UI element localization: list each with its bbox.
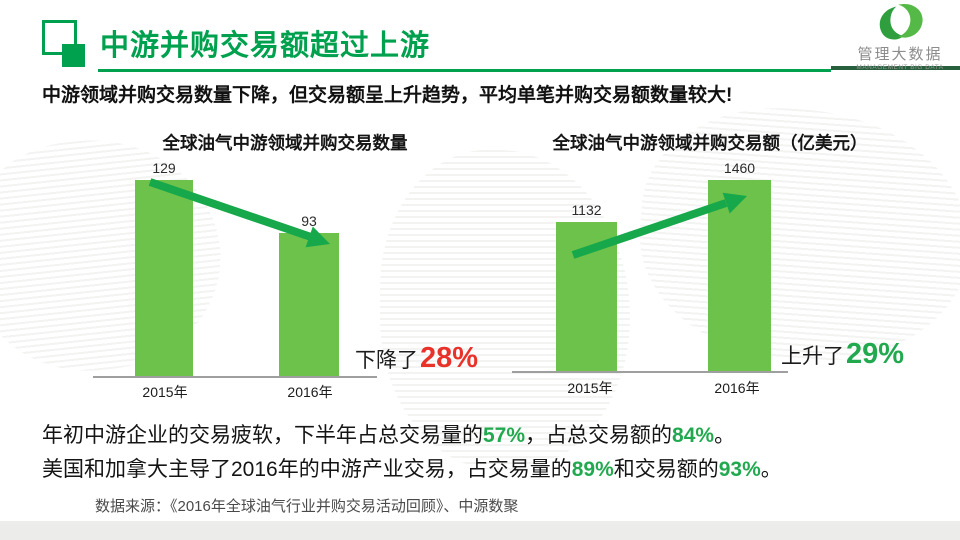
chart-deal-count: 全球油气中游领域并购交易数量 129 93 2015年 2016年 下降了 28… (90, 130, 480, 410)
note-line-2: 美国和加拿大主导了2016年的中游产业交易，占交易量的89%和交易额的93%。 (42, 453, 782, 487)
bar-group-2015: 1132 (556, 160, 617, 371)
annotation-prefix: 下降了 (354, 349, 418, 372)
bar-2016 (279, 233, 339, 376)
note-text: 和交易额的 (613, 458, 719, 481)
bar-2015 (135, 180, 193, 376)
annotation-value: 28% (419, 342, 478, 374)
x-axis (512, 371, 788, 373)
bar-2015 (556, 222, 617, 371)
highlight-percent: 93% (718, 458, 761, 481)
note-text: 美国和加拿大主导了2016年的中游产业交易，占交易量的 (42, 458, 572, 481)
bottom-gray-strip (0, 521, 960, 540)
logo-tagline: MANAGEMENT BIG DATA (856, 64, 944, 71)
note-line-1: 年初中游企业的交易疲软，下半年占总交易量的57%，占总交易额的84%。 (42, 419, 782, 453)
subtitle: 中游领域并购交易数量下降，但交易额呈上升趋势，平均单笔并购交易额数量较大! (42, 85, 733, 106)
bar-group-2015: 129 (135, 160, 193, 376)
leaf-logo-icon (879, 3, 923, 40)
note-text: ，占总交易额的 (525, 424, 673, 447)
annotation-prefix: 上升了 (780, 345, 844, 368)
chart-title: 全球油气中游领域并购交易额（亿美元） (552, 133, 868, 153)
trend-annotation: 上升了 29% (781, 338, 904, 371)
x-tick-2015: 2015年 (567, 380, 613, 396)
note-text: 年初中游企业的交易疲软，下半年占总交易量的 (42, 424, 483, 447)
highlight-percent: 84% (672, 424, 715, 447)
notes: 年初中游企业的交易疲软，下半年占总交易量的57%，占总交易额的84%。 美国和加… (42, 419, 782, 487)
logo-name: 管理大数据 (857, 46, 943, 63)
title-underline (98, 69, 831, 72)
header-dark-rule (831, 66, 960, 70)
note-text: 。 (760, 458, 782, 481)
x-tick-2016: 2016年 (714, 380, 760, 396)
data-source: 数据来源：《2016年全球油气行业并购交易活动回顾》、中源数聚 (95, 498, 519, 515)
note-text: 。 (714, 424, 736, 447)
x-tick-2015: 2015年 (142, 384, 188, 400)
x-axis (93, 376, 377, 378)
highlight-percent: 89% (571, 458, 614, 481)
highlight-percent: 57% (483, 424, 526, 447)
logo: 管理大数据 MANAGEMENT BIG DATA (843, 3, 957, 72)
page-title: 中游并购交易额超过上游 (100, 30, 431, 62)
chart-title: 全球油气中游领域并购交易数量 (162, 133, 408, 153)
bar-group-2016: 93 (279, 160, 339, 376)
bar-group-2016: 1460 (708, 160, 771, 371)
bar-value-label: 93 (301, 213, 317, 229)
bar-value-label: 129 (152, 160, 176, 176)
bar-value-label: 1460 (723, 160, 756, 176)
trend-annotation: 下降了 28% (355, 342, 478, 375)
title-square-filled-icon (62, 44, 85, 67)
bar-2016 (708, 180, 771, 371)
x-tick-2016: 2016年 (287, 384, 333, 400)
chart-deal-value: 全球油气中游领域并购交易额（亿美元） 1132 1460 2015年 2016年… (500, 130, 920, 410)
bar-value-label: 1132 (571, 202, 602, 218)
annotation-value: 29% (845, 338, 904, 370)
